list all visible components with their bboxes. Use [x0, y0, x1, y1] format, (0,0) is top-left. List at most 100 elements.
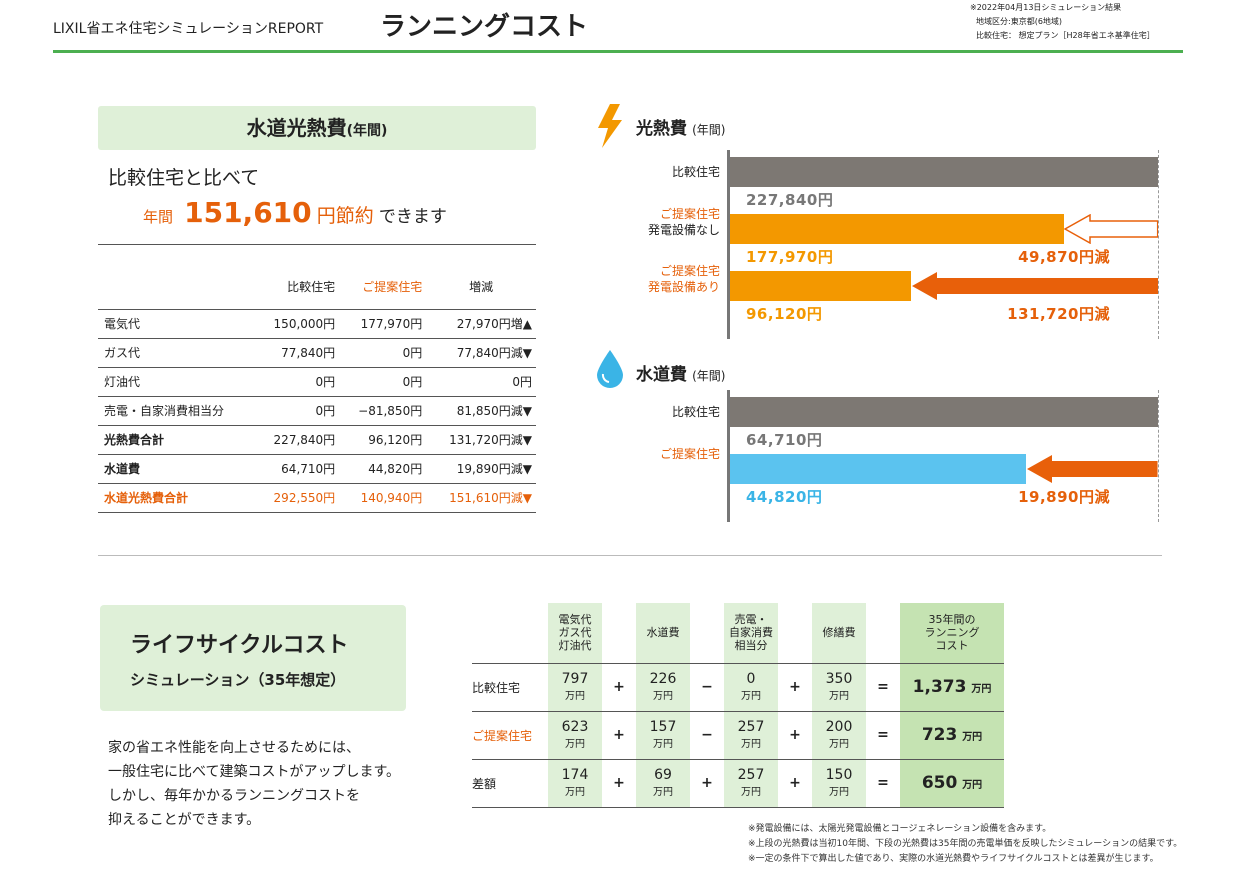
- table-cell: 44,820円: [339, 454, 427, 484]
- row-label: 灯油代: [98, 367, 256, 397]
- unit: 万円: [971, 684, 992, 695]
- category-label: ご提案住宅 発電設備なし: [600, 206, 720, 238]
- value-cell: 0 万円: [724, 663, 778, 712]
- section-divider: [98, 555, 1162, 556]
- value-label: 44,820円: [746, 488, 823, 506]
- operator: +: [602, 663, 636, 712]
- value-label: 227,840円: [746, 191, 834, 209]
- value-cell: 200 万円: [812, 711, 866, 760]
- operator: −: [690, 663, 724, 712]
- total-value: 1,373: [912, 677, 967, 697]
- table-cell: 150,000円: [255, 309, 340, 339]
- row-label: 水道費: [98, 454, 256, 484]
- label-line: 発電設備あり: [647, 280, 720, 294]
- table-row: 灯油代 0円 0円 0円: [98, 367, 536, 397]
- saving-amount: 151,610: [184, 196, 312, 229]
- value: 350: [825, 670, 853, 687]
- value-cell: 723 万円: [900, 711, 1004, 760]
- note: ※一定の条件下で算出した値であり、実際の水道光熱費やライフサイクルコストとは差異…: [748, 854, 1159, 864]
- reduction-arrow: [1027, 455, 1158, 483]
- bar: [730, 454, 1027, 484]
- value-cell: 257 万円: [724, 759, 778, 808]
- table-cell: 0円: [255, 396, 340, 426]
- value: 200: [825, 718, 853, 735]
- value-cell: 150 万円: [812, 759, 866, 808]
- total-value: 650: [921, 773, 958, 793]
- label-line: 比較住宅: [671, 405, 720, 419]
- operator: =: [866, 759, 900, 808]
- table-row: 水道費 64,710円 44,820円 19,890円減▼: [98, 454, 536, 484]
- category-label: 比較住宅: [600, 164, 720, 180]
- saving-unit: 円節約: [316, 205, 374, 227]
- table-cell: 151,610円減▼: [426, 483, 536, 513]
- value-cell: 1,373 万円: [900, 663, 1004, 712]
- operator: =: [866, 663, 900, 712]
- unit: 万円: [741, 787, 761, 799]
- label-line: 比較住宅: [671, 165, 720, 179]
- value-cell: 257 万円: [724, 711, 778, 760]
- chart-title: 光熱費: [636, 119, 687, 139]
- end-line: [1158, 390, 1159, 522]
- water-chart: 比較住宅 64,710円 ご提案住宅 44,820円 19,890円減: [600, 390, 1170, 522]
- operator: +: [778, 711, 812, 760]
- col-diff: 増減: [426, 265, 536, 310]
- reduction-label: 49,870円減: [1018, 248, 1110, 266]
- operator: =: [866, 711, 900, 760]
- axis-line: [727, 150, 730, 339]
- row-label: 電気代: [98, 309, 256, 339]
- table-row: 売電・自家消費相当分 0円 −81,850円 81,850円減▼: [98, 396, 536, 426]
- value: 174: [561, 766, 589, 783]
- value-cell: 157 万円: [636, 711, 690, 760]
- value-cell: 174 万円: [548, 759, 602, 808]
- col-compare: 比較住宅: [255, 265, 340, 310]
- value: 69: [654, 766, 672, 783]
- water-drop-icon: [597, 350, 623, 388]
- col-header: 35年間の ランニング コスト: [900, 603, 1004, 664]
- category-label: 比較住宅: [600, 404, 720, 420]
- row-label: ご提案住宅: [472, 711, 548, 760]
- reduction-arrow: [911, 272, 1158, 300]
- desc-line: 家の省エネ性能を向上させるためには、: [108, 740, 360, 756]
- unit: 万円: [741, 739, 761, 751]
- annual-label: 年間: [143, 208, 174, 226]
- header-divider: [53, 50, 1183, 53]
- table-row: ガス代 77,840円 0円 77,840円減▼: [98, 338, 536, 368]
- row-label: 売電・自家消費相当分: [98, 396, 256, 426]
- table-cell: 292,550円: [255, 483, 340, 513]
- axis-line: [727, 390, 730, 522]
- table-cell: 77,840円: [255, 338, 340, 368]
- unit: 万円: [962, 780, 983, 791]
- table-row: 差額 174 万円 +69 万円 +257 万円 +150 万円 = 650 万円: [472, 759, 1004, 808]
- value: 257: [737, 718, 765, 735]
- operator: +: [690, 759, 724, 808]
- operator: +: [602, 759, 636, 808]
- value-cell: 226 万円: [636, 663, 690, 712]
- operator: −: [690, 711, 724, 760]
- unit: 万円: [962, 732, 983, 743]
- unit: 万円: [829, 787, 849, 799]
- water-chart-title: 水道費 (年間): [636, 360, 725, 385]
- unit: 万円: [829, 739, 849, 751]
- footnotes: ※発電設備には、太陽光発電設備とコージェネレーション設備を含みます。 ※上段の光熱…: [748, 822, 1182, 867]
- note: ※発電設備には、太陽光発電設備とコージェネレーション設備を含みます。: [748, 824, 1052, 834]
- value: 0: [746, 670, 756, 687]
- compare-text: 比較住宅と比べて: [108, 167, 260, 189]
- table-header: 比較住宅 ご提案住宅 増減: [98, 265, 536, 310]
- unit: 万円: [741, 691, 761, 703]
- brand: LIXIL省エネ住宅シミュレーションREPORT: [53, 21, 324, 37]
- row-label: 比較住宅: [472, 663, 548, 712]
- divider: [98, 244, 536, 245]
- operator: +: [778, 663, 812, 712]
- compare-info: 比較住宅： 想定プラン［H28年省エネ基準住宅］: [976, 31, 1155, 40]
- bar: [730, 271, 911, 301]
- col-header: 電気代 ガス代 灯油代: [548, 603, 602, 664]
- table-cell: 131,720円減▼: [426, 425, 536, 455]
- reduction-label: 131,720円減: [1007, 305, 1110, 323]
- table-row: 電気代 150,000円 177,970円 27,970円増▲: [98, 309, 536, 339]
- unit: 万円: [565, 787, 585, 799]
- lifecycle-title-box: ライフサイクルコスト シミュレーション（35年想定）: [100, 605, 406, 711]
- bar: [730, 157, 1158, 187]
- unit: 万円: [653, 787, 673, 799]
- row-label: ガス代: [98, 338, 256, 368]
- table-cell: 96,120円: [339, 425, 427, 455]
